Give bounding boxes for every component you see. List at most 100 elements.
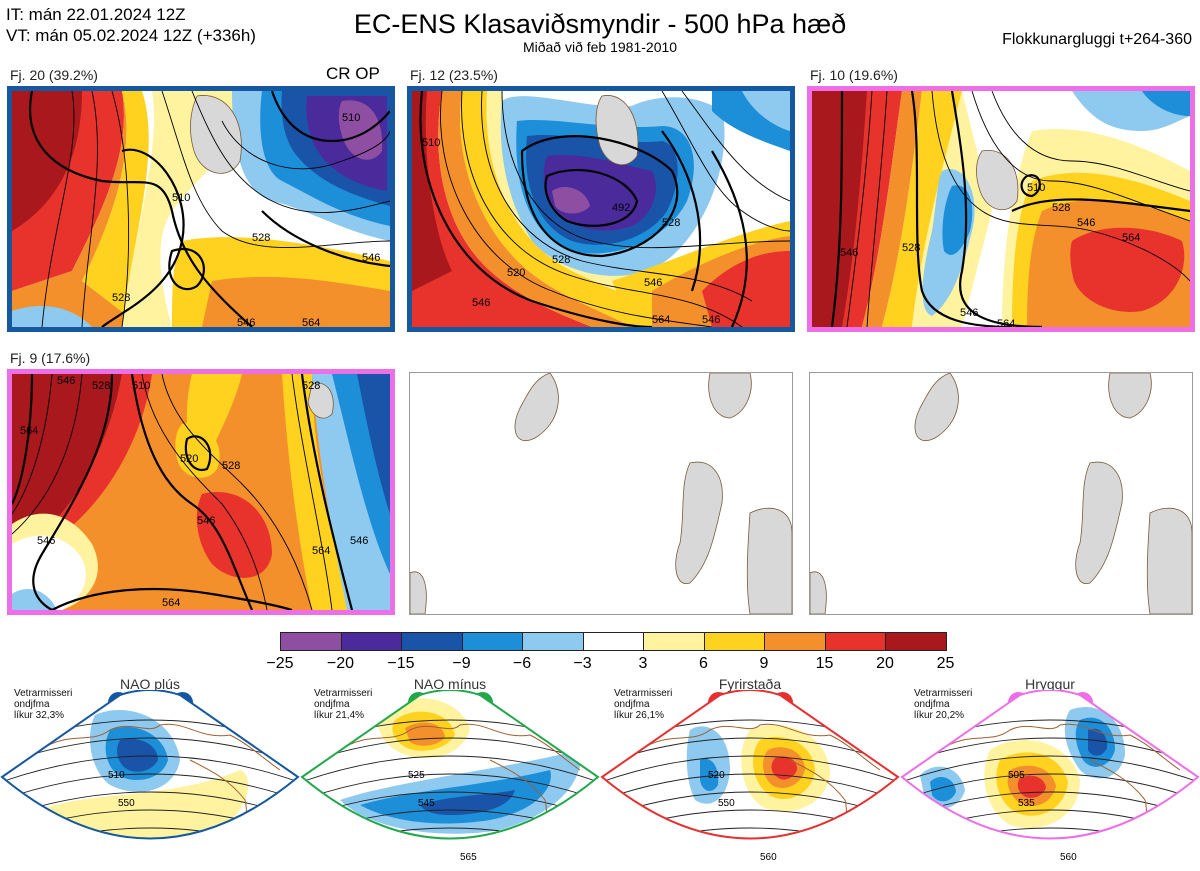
regime-note: Vetrarmisseri ondjfma líkur 21,4% xyxy=(314,688,372,721)
regime-contour-label: 535 xyxy=(1018,798,1035,809)
regime-sector-outline xyxy=(0,690,300,840)
contour-label: 546 xyxy=(840,247,858,259)
regime-title: Fyrirstaða xyxy=(718,676,782,692)
regime-note-line: líkur 20,2% xyxy=(914,710,965,721)
anomaly-shading xyxy=(700,758,719,792)
colorbar-segment xyxy=(461,632,523,651)
contour-label: 564 xyxy=(302,317,320,327)
colorbar-segment xyxy=(280,632,342,651)
contour-label: 528 xyxy=(222,460,240,472)
contour-label: 528 xyxy=(552,254,570,266)
regime-contour-label: 560 xyxy=(760,852,777,863)
height-contour xyxy=(0,864,300,870)
colorbar-segment xyxy=(522,632,584,651)
regime-contour-label: 550 xyxy=(118,798,135,809)
height-contour xyxy=(902,773,1198,805)
colorbar-tick-label: −15 xyxy=(387,655,415,672)
regime-contour-label: 510 xyxy=(108,770,125,781)
empty-map-2 xyxy=(809,372,1193,615)
page-subtitle: Miðað við feb 1981-2010 xyxy=(522,39,678,55)
height-contour xyxy=(0,846,300,870)
cluster-1-tag: CR OP xyxy=(326,64,380,83)
regime-note-line: Vetrarmisseri xyxy=(614,688,673,699)
contour-label: 510 xyxy=(172,192,190,204)
regime-note-line: líkur 26,1% xyxy=(614,710,665,721)
height-contour xyxy=(302,755,598,787)
regime-note-line: líkur 21,4% xyxy=(314,710,365,721)
regime-contour-label: 520 xyxy=(708,770,725,781)
contour-label: 564 xyxy=(997,318,1015,327)
regime-contour-label: 550 xyxy=(718,798,735,809)
regime-title: Hryggur xyxy=(1025,676,1075,692)
contour-label: 546 xyxy=(960,307,978,319)
contour-label: 564 xyxy=(162,597,180,609)
coastline xyxy=(639,723,881,839)
regime-map: 505 535 560 xyxy=(900,690,1200,870)
height-contour xyxy=(600,846,900,870)
colorbar-tick-label: −9 xyxy=(452,655,471,672)
contour-label: 546 xyxy=(237,317,255,327)
height-contour xyxy=(602,827,898,839)
colorbar-tick-label: 9 xyxy=(759,655,769,672)
regime-contour-label: 565 xyxy=(460,852,477,863)
cluster-map-3: 546 528 546 564 528 546 564 510 xyxy=(807,86,1195,332)
anomaly-shading xyxy=(1088,728,1108,756)
contour-label: 564 xyxy=(312,545,330,557)
regime-contour-label: 505 xyxy=(1008,770,1025,781)
cluster-2-caption: Fj. 12 (23.5%) xyxy=(410,67,498,83)
contour-label: 510 xyxy=(342,112,360,124)
regime-note-line: Vetrarmisseri xyxy=(914,688,973,699)
regime-note-line: Vetrarmisseri xyxy=(14,688,73,699)
contour-label: 564 xyxy=(652,314,670,326)
contour-label: 546 xyxy=(350,535,368,547)
colorbar-segment xyxy=(401,632,463,651)
contour-label: 528 xyxy=(662,217,680,229)
contour-label: 528 xyxy=(902,242,920,254)
contour-label: 546 xyxy=(57,375,75,387)
contour-label: 546 xyxy=(37,535,55,547)
init-time-label: IT: mán 22.01.2024 12Z VT: mán 05.02.202… xyxy=(6,4,256,46)
page-title: EC-ENS Klasaviðsmyndir - 500 hPa hæð xyxy=(353,9,847,39)
regime-title: NAO mínus xyxy=(413,676,487,692)
regime-map: 525 545 565 xyxy=(300,690,600,870)
colorbar-segment xyxy=(885,632,947,651)
anomaly-shading xyxy=(771,756,798,780)
contour-label: 546 xyxy=(702,314,720,326)
colorbar-tick-label: −25 xyxy=(266,655,294,672)
contour-label: 520 xyxy=(180,453,198,465)
contour-label: 528 xyxy=(1052,202,1070,214)
contour-label: 528 xyxy=(92,380,110,392)
cluster-4-caption: Fj. 9 (17.6%) xyxy=(10,350,91,366)
colorbar-segment xyxy=(764,632,826,651)
colorbar-segment xyxy=(340,632,402,651)
cluster-1-caption: Fj. 20 (39.2%) xyxy=(10,67,98,83)
colorbar-segment xyxy=(703,632,765,651)
colorbar-tick-label: 6 xyxy=(699,655,708,672)
colorbar-tick-label: 25 xyxy=(936,655,955,672)
colorbar-tick-label: 3 xyxy=(638,655,648,672)
height-contour xyxy=(900,846,1200,870)
cluster-map-1: 510 528 546 546 528 564 510 xyxy=(7,86,395,332)
contour-label: 510 xyxy=(1027,182,1045,194)
colorbar-tick-label: −20 xyxy=(326,655,355,672)
contour-label: 546 xyxy=(472,297,490,309)
regime-sector-outline xyxy=(600,690,900,840)
regime-title: NAO plús xyxy=(120,676,180,692)
regime-note-line: ondjfma xyxy=(314,699,350,710)
colorbar-tick-label: −3 xyxy=(573,655,592,672)
cluster-map-2: 510 520 546 528 546 564 492 546 528 xyxy=(407,86,795,332)
colorbar-tick-label: 15 xyxy=(815,655,834,672)
anomaly-shading xyxy=(1010,852,1045,865)
colorbar-segment xyxy=(824,632,886,651)
height-contour xyxy=(300,846,600,870)
anomaly-shading xyxy=(360,770,551,824)
anomaly-shading xyxy=(117,738,158,772)
height-contour xyxy=(600,864,900,870)
regime-map: 510 550 xyxy=(0,690,300,870)
regime-contour-label: 560 xyxy=(1060,852,1077,863)
height-contour xyxy=(2,755,298,787)
regime-contour-label: 525 xyxy=(408,770,425,781)
contour-label: 564 xyxy=(1122,232,1140,244)
cluster-3-caption: Fj. 10 (19.6%) xyxy=(810,67,898,83)
contour-label: 546 xyxy=(362,252,380,264)
